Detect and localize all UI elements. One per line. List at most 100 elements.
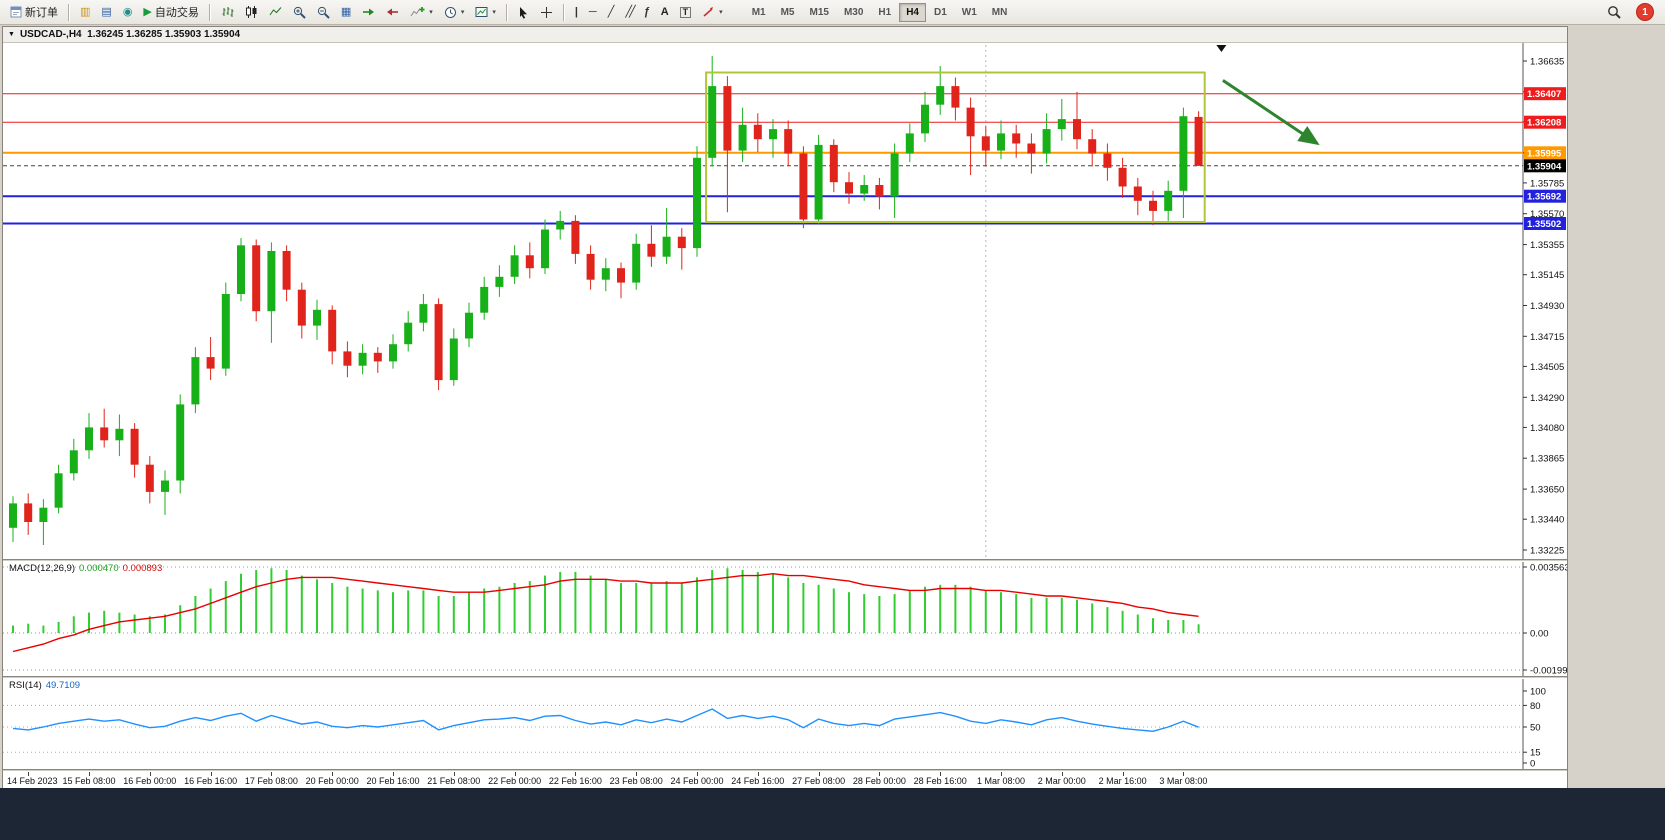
search-button[interactable] bbox=[1602, 2, 1626, 23]
svg-text:100: 100 bbox=[1530, 687, 1546, 698]
panel-separator[interactable] bbox=[3, 676, 1567, 679]
time-tick bbox=[149, 772, 151, 776]
time-label: 16 Feb 16:00 bbox=[184, 776, 238, 786]
price-label: 1.35502 bbox=[1524, 217, 1566, 230]
new-order-icon bbox=[10, 6, 22, 18]
rectangle-annotation[interactable] bbox=[705, 71, 1206, 223]
svg-text:1.34290: 1.34290 bbox=[1530, 393, 1564, 404]
zoom-out-icon bbox=[317, 6, 330, 19]
time-label: 24 Feb 00:00 bbox=[670, 776, 724, 786]
svg-text:0.00: 0.00 bbox=[1530, 629, 1549, 640]
market-watch-icon: ▥ bbox=[80, 5, 91, 18]
time-label: 21 Feb 08:00 bbox=[427, 776, 481, 786]
auto-trading-icon: ▶ bbox=[143, 5, 152, 18]
svg-text:1.35145: 1.35145 bbox=[1530, 270, 1564, 281]
time-label: 15 Feb 08:00 bbox=[62, 776, 116, 786]
time-label: 17 Feb 08:00 bbox=[244, 776, 298, 786]
timeframe-button-m30[interactable]: M30 bbox=[837, 3, 870, 22]
macd-panel-canvas[interactable]: 0.003563 0.00 -0.001998 bbox=[3, 562, 1567, 676]
time-label: 24 Feb 16:00 bbox=[731, 776, 785, 786]
candlestick-chart-button[interactable] bbox=[240, 2, 263, 23]
line-chart-button[interactable] bbox=[264, 2, 287, 23]
time-tick bbox=[453, 772, 455, 776]
text-button[interactable]: A bbox=[656, 2, 674, 23]
time-tick bbox=[1183, 772, 1185, 776]
zoom-in-button[interactable] bbox=[288, 2, 311, 23]
fibonacci-button[interactable]: ƒ bbox=[639, 2, 655, 23]
zoom-out-button[interactable] bbox=[312, 2, 335, 23]
svg-text:1.34930: 1.34930 bbox=[1530, 301, 1564, 312]
periods-button[interactable]: ▾ bbox=[439, 2, 470, 23]
macd-signal-line bbox=[12, 572, 1199, 653]
timeframe-button-h4[interactable]: H4 bbox=[899, 2, 926, 22]
time-label: 1 Mar 08:00 bbox=[976, 776, 1026, 786]
svg-text:-0.001998: -0.001998 bbox=[1530, 666, 1567, 677]
time-label: 2 Mar 00:00 bbox=[1037, 776, 1086, 786]
arrow-objects-button[interactable]: ▾ bbox=[697, 2, 728, 23]
time-label: 28 Feb 16:00 bbox=[913, 776, 967, 786]
main-chart-canvas[interactable]: 1.366351.364201.362101.359951.357851.355… bbox=[3, 43, 1567, 559]
crosshair-button[interactable] bbox=[535, 2, 558, 23]
time-tick bbox=[28, 772, 30, 776]
channel-button[interactable]: ╱╱ bbox=[620, 2, 637, 23]
cursor-button[interactable] bbox=[513, 2, 534, 23]
svg-text:1.35502: 1.35502 bbox=[1527, 219, 1561, 230]
data-window-button[interactable]: ▤ bbox=[96, 2, 116, 23]
vertical-line-button[interactable]: | bbox=[570, 2, 583, 23]
toolbar-separator bbox=[562, 3, 565, 21]
market-watch-button[interactable]: ▥ bbox=[75, 2, 95, 23]
timeframe-toolbar: M1 M5 M15 M30 H1 H4 D1 W1 MN bbox=[745, 2, 1015, 22]
new-order-button[interactable]: 新订单 bbox=[5, 2, 63, 23]
cursor-icon bbox=[519, 6, 527, 19]
svg-text:1.35785: 1.35785 bbox=[1530, 178, 1564, 189]
fibonacci-icon: ƒ bbox=[643, 5, 650, 18]
timeframe-button-h1[interactable]: H1 bbox=[871, 3, 898, 22]
auto-trading-label: 自动交易 bbox=[154, 7, 199, 19]
window-menu-icon[interactable]: ▼ bbox=[8, 31, 15, 38]
svg-text:0.003563: 0.003563 bbox=[1530, 563, 1567, 574]
timeframe-button-mn[interactable]: MN bbox=[985, 3, 1015, 22]
time-label: 20 Feb 00:00 bbox=[305, 776, 359, 786]
svg-text:1.35355: 1.35355 bbox=[1530, 240, 1564, 251]
panel-separator[interactable] bbox=[3, 559, 1567, 562]
rsi-panel-canvas[interactable]: 100 80 50 150 bbox=[3, 679, 1567, 769]
text-label-icon: T bbox=[679, 6, 692, 18]
arrow-annotation[interactable] bbox=[1222, 79, 1320, 146]
dropdown-caret-icon: ▾ bbox=[719, 9, 723, 16]
auto-trading-button[interactable]: ▶ 自动交易 bbox=[138, 2, 203, 23]
horizontal-line-button[interactable]: ─ bbox=[584, 2, 602, 23]
candles bbox=[9, 56, 1203, 545]
toolbar-separator bbox=[505, 3, 508, 21]
timeframe-button-m1[interactable]: M1 bbox=[745, 3, 773, 22]
tile-windows-button[interactable]: ▦ bbox=[336, 2, 356, 23]
trendline-button[interactable]: ╱ bbox=[603, 2, 620, 23]
time-label: 23 Feb 08:00 bbox=[609, 776, 663, 786]
navigator-button[interactable]: ◉ bbox=[118, 2, 138, 23]
indicators-button[interactable]: ▾ bbox=[405, 2, 438, 23]
timeframe-button-d1[interactable]: D1 bbox=[927, 3, 954, 22]
svg-text:1.33225: 1.33225 bbox=[1530, 546, 1564, 557]
time-label: 2 Mar 16:00 bbox=[1098, 776, 1147, 786]
price-label: 1.35692 bbox=[1524, 189, 1566, 203]
chart-shift-marker bbox=[1216, 45, 1227, 52]
arrow-objects-icon bbox=[703, 7, 714, 17]
svg-text:1.33650: 1.33650 bbox=[1530, 485, 1564, 496]
time-axis[interactable]: 14 Feb 2023 15 Feb 08:00 16 Feb 00:00 16 Fe… bbox=[3, 772, 1567, 788]
text-label-button[interactable]: T bbox=[675, 2, 697, 23]
timeframe-button-m15[interactable]: M15 bbox=[803, 3, 836, 22]
bar-chart-button[interactable] bbox=[216, 2, 239, 23]
timeframe-button-m5[interactable]: M5 bbox=[774, 3, 802, 22]
svg-text:1.34715: 1.34715 bbox=[1530, 332, 1564, 343]
chart-titlebar[interactable]: ▼ USDCAD-,H4 1.36245 1.36285 1.35903 1.3… bbox=[3, 27, 1567, 43]
time-label: 22 Feb 16:00 bbox=[548, 776, 602, 786]
chart-title: USDCAD-,H4 1.36245 1.36285 1.35903 1.359… bbox=[19, 29, 241, 40]
chart-shift-button[interactable] bbox=[381, 2, 404, 23]
auto-scroll-button[interactable] bbox=[357, 2, 380, 23]
time-label: 3 Mar 08:00 bbox=[1159, 776, 1208, 786]
templates-button[interactable]: ▾ bbox=[470, 2, 501, 23]
templates-icon bbox=[475, 7, 488, 17]
panel-separator[interactable] bbox=[3, 769, 1567, 772]
timeframe-button-w1[interactable]: W1 bbox=[955, 3, 984, 22]
notification-badge[interactable]: 1 bbox=[1636, 3, 1654, 21]
